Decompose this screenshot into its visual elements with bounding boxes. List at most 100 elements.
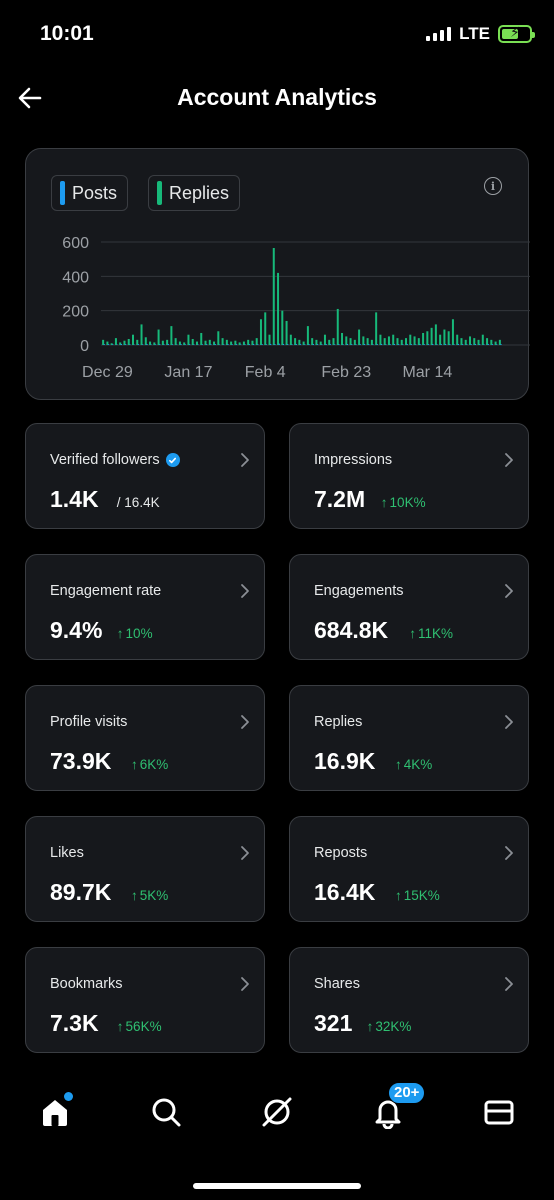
bar-replies [238,342,241,345]
metric-card-verified-followers[interactable]: Verified followers 1.4K / 16.4K [25,423,265,529]
bar-replies [110,343,113,345]
bar-posts [312,343,314,345]
bar-posts [116,344,118,345]
bar-replies [315,339,318,345]
metric-card-replies[interactable]: Replies 16.9K ↑ 4K% [289,685,529,791]
bar-posts [235,344,238,345]
bar-posts [359,344,361,345]
metric-change: ↑ 15K% [395,888,440,903]
bar-posts [393,343,396,345]
charging-bolt-icon: ⚡ [510,24,520,40]
metric-label-text: Bookmarks [50,976,123,992]
bar-posts [491,344,494,345]
arrow-up-icon: ↑ [366,1019,374,1034]
metric-card-profile-visits[interactable]: Profile visits 73.9K ↑ 6K% [25,685,265,791]
metric-value: 321 [314,1010,353,1036]
network-type: LTE [459,24,490,43]
bar-replies [208,339,211,345]
page-title: Account Analytics [177,84,377,110]
bar-posts [146,343,148,345]
bar-posts [317,344,319,345]
bar-posts [304,344,306,345]
legend-replies[interactable]: Replies [148,175,241,211]
analytics-chart-card: Posts Replies i 0 200 400 600 Dec 29 Jan 17 Fe… [25,148,530,400]
metric-value: 73.9K [50,748,112,774]
bar-replies [298,339,301,345]
bar-replies [140,324,143,345]
nav-home[interactable] [35,1092,75,1132]
arrow-up-icon: ↑ [116,1019,124,1034]
bar-posts [197,344,199,345]
chevron-right-icon [502,845,516,866]
metric-change: ↑ 6K% [131,757,168,772]
bar-replies [153,342,156,345]
bar-replies [187,334,190,345]
bar-posts [321,344,323,345]
bar-posts [487,343,489,345]
bar-replies [157,329,160,345]
legend-posts[interactable]: Posts [51,175,129,211]
bar-posts [218,344,221,345]
bar-replies [396,338,399,345]
bar-replies [443,329,446,345]
arrow-up-icon: ↑ [409,626,416,641]
metric-card-bookmarks[interactable]: Bookmarks 7.3K ↑ 56K% [25,947,265,1053]
bar-posts [427,344,430,345]
bar-replies [277,272,280,345]
metric-value: 684.8K [314,617,389,643]
metric-change: ↑ 10K% [381,495,426,510]
bar-posts [150,344,152,345]
bar-posts [445,343,447,345]
bar-replies [481,334,484,345]
bar-posts [406,343,408,345]
metric-change: ↑ 5K% [131,888,168,903]
metric-card-engagements[interactable]: Engagements 684.8K ↑ 11K% [289,554,529,660]
metric-sub-text: 15K% [403,888,440,903]
chevron-right-icon [238,714,252,735]
bar-replies [183,342,186,345]
bar-posts [120,343,122,345]
bar-replies [178,341,181,345]
bar-replies [166,339,169,345]
bar-posts [500,344,502,345]
arrow-up-icon: ↑ [131,888,138,903]
bar-posts [154,344,157,345]
back-button[interactable] [14,82,46,114]
nav-notifications[interactable]: 20+ [368,1082,426,1132]
metric-sub-text: 56K% [125,1019,162,1034]
bar-replies [123,340,126,345]
metric-card-reposts[interactable]: Reposts 16.4K ↑ 15K% [289,816,529,922]
legend-replies-label: Replies [169,182,230,203]
metric-card-impressions[interactable]: Impressions 7.2M ↑ 10K% [289,423,529,529]
info-icon[interactable]: i [484,177,502,195]
nav-search[interactable] [146,1092,186,1132]
chevron-right-icon [238,845,252,866]
bar-posts [423,344,425,345]
metric-card-engagement-rate[interactable]: Engagement rate 9.4% ↑ 10% [25,554,265,660]
metric-label-text: Reposts [314,845,368,861]
bar-replies [332,338,335,345]
metric-sub-text: 11K% [417,626,453,641]
metric-label: Verified followers [50,452,180,468]
metric-label-text: Impressions [314,452,393,468]
nav-messages[interactable] [479,1092,519,1132]
arrow-up-icon: ↑ [131,757,138,772]
bar-posts [214,343,216,345]
bar-replies [456,334,459,345]
metric-label: Shares [314,976,360,992]
bar-posts [372,344,374,345]
bar-replies [230,341,233,345]
bar-posts [368,344,370,345]
bar-replies [200,332,203,345]
bar-posts [415,344,417,345]
arrow-up-icon: ↑ [116,626,124,641]
nav-grok[interactable] [257,1092,297,1132]
arrow-up-icon: ↑ [395,888,402,903]
bar-replies [268,334,271,345]
home-icon [43,1100,67,1126]
metric-card-likes[interactable]: Likes 89.7K ↑ 5K% [25,816,265,922]
bar-posts [462,344,464,345]
bar-replies [460,338,463,345]
metric-change: ↑ 10% [117,626,153,641]
metric-card-shares[interactable]: Shares 321 ↑ 32K% [289,947,529,1053]
